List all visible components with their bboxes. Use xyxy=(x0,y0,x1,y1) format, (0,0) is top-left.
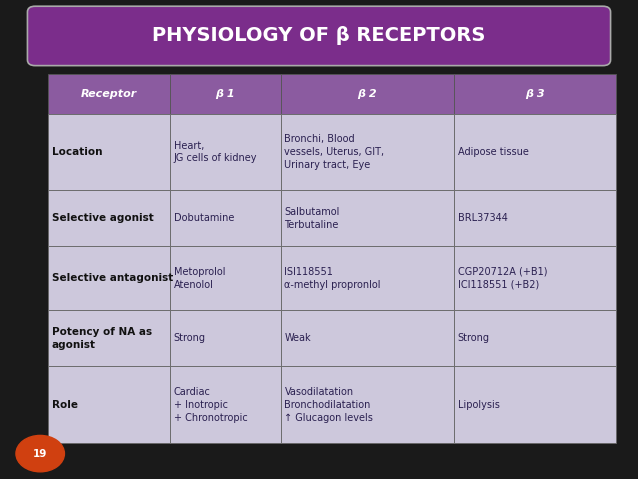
Bar xyxy=(170,310,281,366)
Text: Potency of NA as
agonist: Potency of NA as agonist xyxy=(52,327,152,350)
Bar xyxy=(281,310,454,366)
FancyBboxPatch shape xyxy=(27,6,611,66)
Text: Receptor: Receptor xyxy=(81,89,137,99)
Bar xyxy=(170,190,281,246)
Text: Location: Location xyxy=(52,147,102,157)
Bar xyxy=(170,114,281,190)
Text: BRL37344: BRL37344 xyxy=(457,213,508,223)
Text: Strong: Strong xyxy=(174,333,206,343)
Text: 19: 19 xyxy=(33,449,47,458)
Text: β 3: β 3 xyxy=(525,89,545,99)
Text: Vasodilatation
Bronchodilatation
↑ Glucagon levels: Vasodilatation Bronchodilatation ↑ Gluca… xyxy=(285,387,373,422)
Text: ISI118551
α-methyl propronlol: ISI118551 α-methyl propronlol xyxy=(285,267,381,290)
Bar xyxy=(454,366,616,443)
Bar xyxy=(48,246,170,310)
Circle shape xyxy=(16,435,64,472)
Bar xyxy=(48,114,170,190)
Bar xyxy=(454,114,616,190)
Bar xyxy=(281,190,454,246)
Text: PHYSIOLOGY OF β RECEPTORS: PHYSIOLOGY OF β RECEPTORS xyxy=(152,26,486,46)
Bar xyxy=(48,190,170,246)
Bar xyxy=(170,246,281,310)
Bar xyxy=(48,310,170,366)
Bar xyxy=(454,74,616,114)
Bar xyxy=(454,190,616,246)
Text: β 1: β 1 xyxy=(216,89,235,99)
Text: Dobutamine: Dobutamine xyxy=(174,213,234,223)
Text: Strong: Strong xyxy=(457,333,490,343)
Text: Selective agonist: Selective agonist xyxy=(52,213,153,223)
Text: Bronchi, Blood
vessels, Uterus, GIT,
Urinary tract, Eye: Bronchi, Blood vessels, Uterus, GIT, Uri… xyxy=(285,134,385,170)
Text: Adipose tissue: Adipose tissue xyxy=(457,147,528,157)
Text: CGP20712A (+B1)
ICI118551 (+B2): CGP20712A (+B1) ICI118551 (+B2) xyxy=(457,267,547,290)
Bar xyxy=(48,74,170,114)
Text: Lipolysis: Lipolysis xyxy=(457,400,500,410)
Text: Salbutamol
Terbutaline: Salbutamol Terbutaline xyxy=(285,207,340,229)
Bar xyxy=(454,246,616,310)
Bar xyxy=(170,74,281,114)
Text: Cardiac
+ Inotropic
+ Chronotropic: Cardiac + Inotropic + Chronotropic xyxy=(174,387,248,422)
Text: Heart,
JG cells of kidney: Heart, JG cells of kidney xyxy=(174,140,257,163)
Bar xyxy=(48,366,170,443)
Text: Role: Role xyxy=(52,400,78,410)
Bar xyxy=(281,74,454,114)
Text: Weak: Weak xyxy=(285,333,311,343)
Bar xyxy=(454,310,616,366)
Text: Selective antagonist: Selective antagonist xyxy=(52,274,173,284)
Bar xyxy=(281,246,454,310)
Bar xyxy=(281,114,454,190)
Text: Metoprolol
Atenolol: Metoprolol Atenolol xyxy=(174,267,225,290)
Bar xyxy=(170,366,281,443)
Text: β 2: β 2 xyxy=(357,89,377,99)
Bar xyxy=(281,366,454,443)
